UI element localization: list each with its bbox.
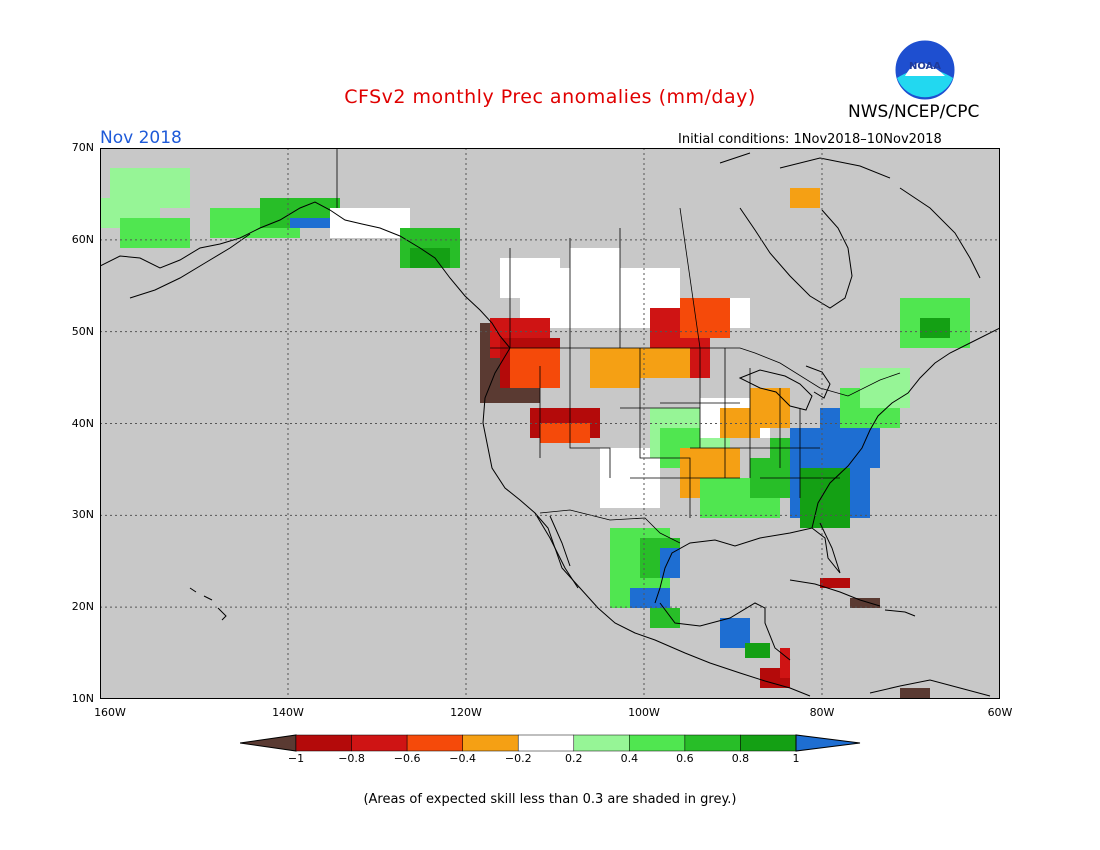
lon-tick-label: 60W <box>987 706 1013 719</box>
us-canada-border <box>490 347 901 397</box>
colorbar-tick-label: 0.8 <box>731 752 750 765</box>
anomaly-cell <box>860 368 910 408</box>
forecast-month: Nov 2018 <box>100 128 182 148</box>
us-mexico-border <box>539 509 681 544</box>
map-title: CFSv2 monthly Prec anomalies (mm/day) <box>344 86 756 108</box>
anomaly-cell <box>650 608 680 628</box>
colorbar-tick-label: −0.2 <box>504 752 532 765</box>
noaa-logo: NOAA <box>894 39 956 101</box>
anomaly-cell <box>745 643 770 658</box>
colorbar-tick-label: −0.4 <box>449 752 477 765</box>
lat-tick-label: 40N <box>71 416 94 430</box>
anomaly-cell <box>780 648 790 678</box>
lat-lon-grid <box>100 148 1000 699</box>
baja-coast <box>534 512 579 589</box>
colorbar-low-arrow <box>240 734 297 752</box>
anomaly-cell <box>750 388 790 428</box>
anomaly-cell <box>570 248 620 278</box>
lon-tick-label: 120W <box>450 706 482 719</box>
anomaly-cell <box>800 468 850 528</box>
colorbar-tick-label: 0.6 <box>676 752 694 765</box>
anomaly-cell <box>850 598 880 608</box>
anomaly-cell <box>410 248 450 268</box>
colorbar-tick-label: −0.6 <box>393 752 421 765</box>
colorbar-segment <box>573 734 630 752</box>
anomaly-cell <box>290 218 340 228</box>
anomaly-cell <box>590 348 640 388</box>
lon-tick-label: 100W <box>628 706 660 719</box>
anomaly-cell <box>900 688 930 698</box>
colorbar-tick-label: 0.4 <box>620 752 639 765</box>
alaska-peninsula <box>129 233 251 299</box>
colorbar-tick-label: −1 <box>287 752 305 765</box>
lat-tick-label: 50N <box>71 324 94 338</box>
lon-tick-label: 80W <box>809 706 835 719</box>
lat-tick-label: 30N <box>71 508 94 522</box>
colorbar-segment <box>295 734 352 752</box>
anomaly-cell <box>630 588 670 608</box>
lat-tick-label: 70N <box>71 141 94 154</box>
pacific-coast <box>482 347 811 697</box>
cuba <box>789 579 881 607</box>
lon-tick-label: 140W <box>272 706 304 719</box>
anomaly-cell <box>820 578 850 588</box>
colorbar-tick-label: −0.8 <box>338 752 365 765</box>
lat-tick-label: 60N <box>71 232 94 246</box>
lon-tick-label: 160W <box>94 706 126 719</box>
colorbar <box>240 734 861 752</box>
colorbar-segment <box>629 734 686 752</box>
anomaly-cell <box>510 348 560 388</box>
great-lakes <box>738 365 831 411</box>
colorbar-segment <box>517 734 575 752</box>
hudson-bay <box>739 207 853 309</box>
anomaly-cell <box>500 258 560 298</box>
arctic-islands <box>719 152 981 279</box>
colorbar-tick-label: 1 <box>792 752 800 765</box>
colorbar-segment <box>740 734 797 752</box>
alaska-coast <box>100 201 511 349</box>
colorbar-segment <box>406 734 463 752</box>
anomaly-map <box>100 148 1000 699</box>
atlantic-coast <box>811 327 1000 529</box>
canada-province-lines <box>509 207 701 349</box>
south-america <box>869 679 991 697</box>
colorbar-segment <box>462 734 519 752</box>
anomaly-cell <box>120 218 190 248</box>
hispaniola <box>884 609 916 617</box>
noaa-logo-text: NOAA <box>909 61 941 72</box>
anomaly-cell <box>330 208 410 238</box>
colorbar-segment <box>351 734 408 752</box>
gulf-coast <box>654 522 841 661</box>
lat-tick-label: 20N <box>71 600 94 614</box>
lat-tick-label: 10N <box>71 692 94 705</box>
anomaly-cell <box>790 188 820 208</box>
anomaly-cell <box>640 348 690 378</box>
agency-label: NWS/NCEP/CPC <box>848 102 980 122</box>
hawaii <box>189 587 227 621</box>
colorbar-high-arrow <box>795 734 861 752</box>
colorbar-tick-label: 0.2 <box>565 752 583 765</box>
initial-conditions: Initial conditions: 1Nov2018–10Nov2018 <box>678 132 942 147</box>
coastlines <box>100 152 1000 697</box>
anomaly-cell <box>920 318 950 338</box>
anomaly-cell <box>540 423 590 443</box>
skill-footnote: (Areas of expected skill less than 0.3 a… <box>363 792 737 807</box>
anomaly-cell <box>660 548 680 578</box>
colorbar-segment <box>684 734 741 752</box>
